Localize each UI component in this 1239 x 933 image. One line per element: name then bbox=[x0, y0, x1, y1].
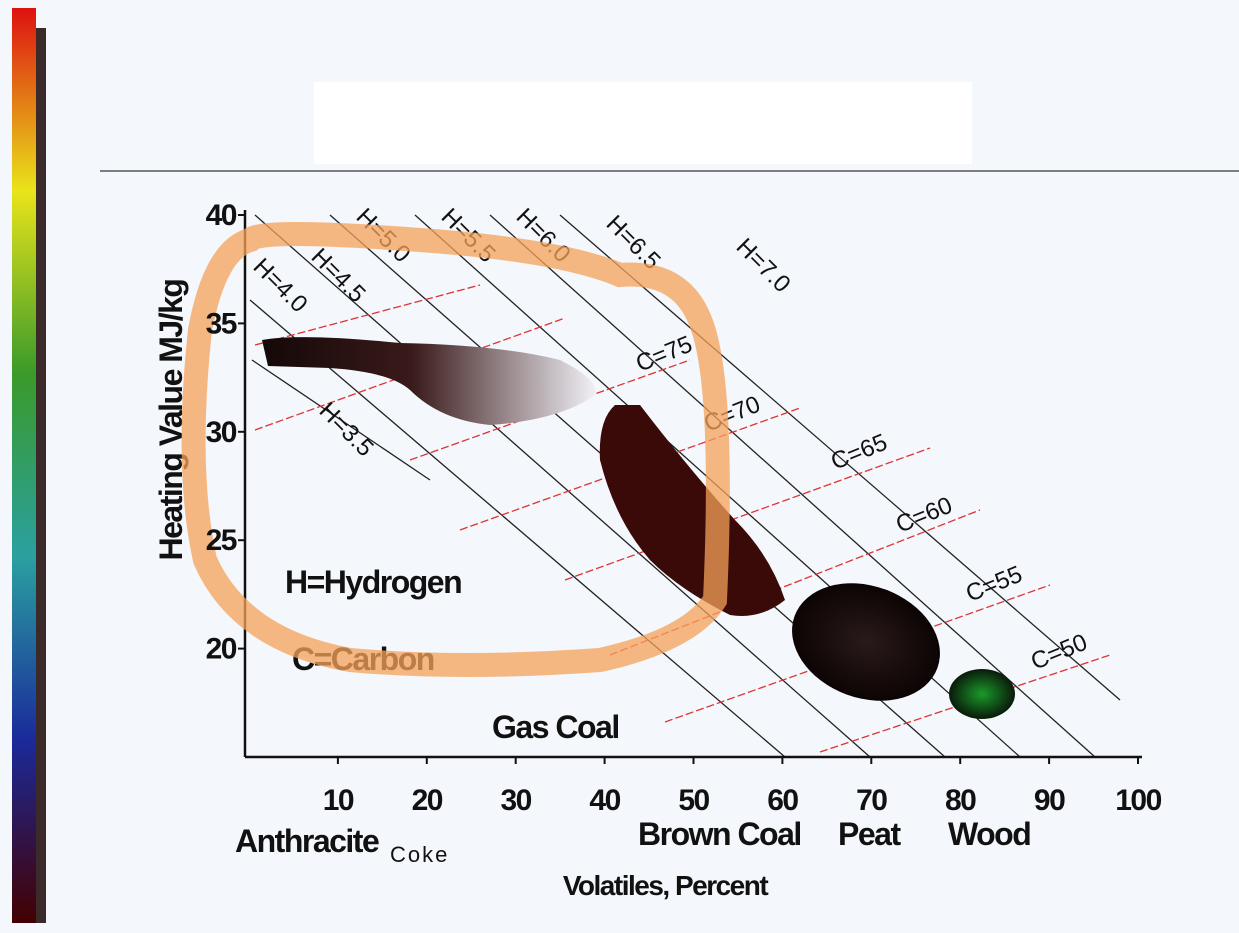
x-tick-label: 50 bbox=[678, 784, 709, 817]
chart: H=4.5 H=5.0 H=5.5 H=6.0 H=6.5 H=7.0 H=4.… bbox=[0, 0, 1239, 928]
x-tick-label: 90 bbox=[1034, 784, 1065, 817]
fuel-label: Peat bbox=[838, 816, 901, 852]
x-tick-label: 70 bbox=[856, 784, 887, 817]
y-tick-label: 35 bbox=[206, 307, 237, 340]
x-tick-label: 20 bbox=[412, 784, 443, 817]
y-tick-label: 25 bbox=[206, 524, 237, 557]
x-tick-label: 30 bbox=[501, 784, 532, 817]
fuel-label: Anthracite bbox=[235, 823, 379, 859]
x-tick-label: 100 bbox=[1115, 784, 1161, 817]
y-tick-label: 20 bbox=[206, 633, 237, 666]
edge-strip bbox=[36, 28, 46, 923]
x-tick-label: 40 bbox=[589, 784, 620, 817]
fuel-label: Gas Coal bbox=[492, 709, 619, 745]
x-axis-label: Volatiles, Percent bbox=[563, 870, 769, 901]
y-tick-label: 40 bbox=[206, 199, 237, 232]
x-tick-label: 60 bbox=[767, 784, 798, 817]
fuel-label: Brown Coal bbox=[638, 816, 801, 852]
h-label: H=3.5 bbox=[314, 397, 379, 462]
h-label: H=4.0 bbox=[248, 253, 313, 318]
legend-text: H=Hydrogen bbox=[285, 564, 461, 600]
color-strip bbox=[12, 8, 36, 923]
y-tick-label: 30 bbox=[206, 416, 237, 449]
region-wood bbox=[949, 669, 1015, 719]
h-label: H=4.5 bbox=[306, 243, 371, 308]
fuel-label: Wood bbox=[948, 816, 1030, 852]
c-label: C=65 bbox=[827, 429, 891, 476]
x-tick-label: 80 bbox=[945, 784, 976, 817]
title-box bbox=[314, 82, 972, 164]
fuel-label: Coke bbox=[390, 842, 449, 867]
c-label: C=50 bbox=[1027, 629, 1091, 676]
page: H=4.5 H=5.0 H=5.5 H=6.0 H=6.5 H=7.0 H=4.… bbox=[0, 0, 1239, 928]
x-tick-label: 10 bbox=[323, 784, 354, 817]
c-label: C=55 bbox=[962, 561, 1026, 608]
region-anthracite bbox=[262, 337, 596, 425]
h-label: H=7.0 bbox=[731, 233, 796, 298]
